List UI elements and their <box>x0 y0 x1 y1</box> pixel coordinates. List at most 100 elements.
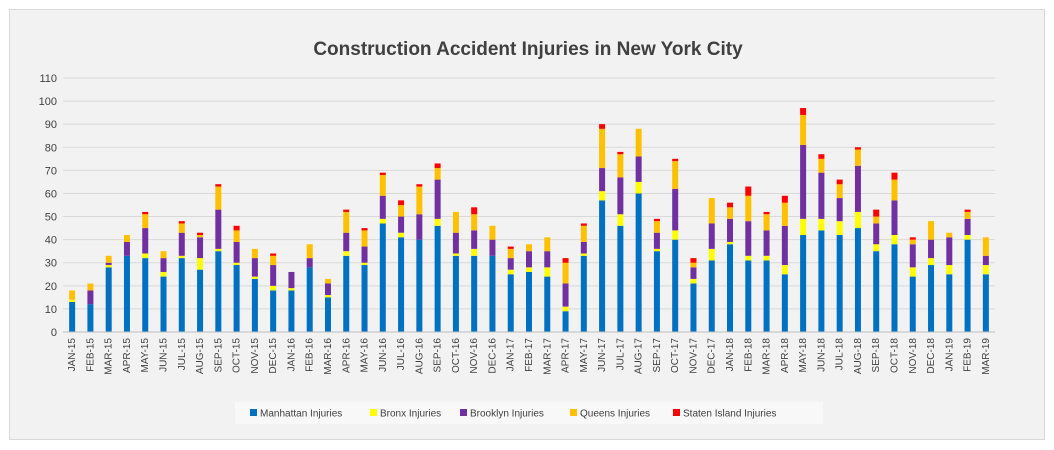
bar-segment <box>928 221 935 240</box>
bar-segment <box>800 235 807 332</box>
bar-segment <box>507 246 514 249</box>
legend-label: Brooklyn Injuries <box>470 409 544 420</box>
bar-segment <box>215 186 222 210</box>
y-tick-label: 0 <box>51 327 57 339</box>
bar-segment <box>617 225 624 332</box>
bar-segment <box>288 290 295 332</box>
legend: Manhattan Injuries Bronx Injuries Brooklyn… <box>235 402 823 424</box>
bar-segment <box>727 218 734 242</box>
x-tick-label: JUL-18 <box>835 338 846 371</box>
legend-label: Staten Island Injuries <box>683 409 776 420</box>
bar-segment <box>599 128 606 169</box>
bar-segment <box>270 285 277 291</box>
x-tick-label: MAR-17 <box>542 338 553 375</box>
bar-segment <box>562 306 569 312</box>
bar-segment <box>690 278 697 284</box>
bar-segment <box>123 235 130 242</box>
bar-segment <box>105 262 112 266</box>
bar-segment <box>416 214 423 240</box>
bar-segment <box>982 255 989 266</box>
x-tick-label: MAY-18 <box>798 338 809 373</box>
bar-segment <box>708 248 715 261</box>
bar-segment <box>818 158 825 173</box>
x-tick-label: OCT-18 <box>889 338 900 373</box>
x-tick-label: OCT-16 <box>451 338 462 373</box>
bar-segment <box>507 258 514 270</box>
bar-segment <box>178 258 185 332</box>
bar-segment <box>818 230 825 332</box>
bar-segment <box>909 276 916 332</box>
bar-segment <box>544 267 551 277</box>
bar-segment <box>800 108 807 115</box>
bar-segment <box>763 260 770 332</box>
bar-segment <box>544 276 551 332</box>
bar-segment <box>105 255 112 263</box>
bar-segment <box>635 156 642 182</box>
bar-segment <box>891 244 898 332</box>
bar-segment <box>251 248 258 259</box>
bar-segment <box>197 237 204 259</box>
bar-segment <box>343 255 350 332</box>
axes: 0 10 20 30 40 50 60 70 80 90 100 110 JAN-15 FEB-15 MAR… <box>39 73 995 375</box>
bar-segment <box>398 216 405 233</box>
bar-segment <box>873 223 880 245</box>
bar-segment <box>215 248 222 252</box>
bar-segment <box>452 253 459 256</box>
bar-segment <box>690 258 697 263</box>
bar-segment <box>361 230 368 247</box>
bar-segment <box>672 188 679 231</box>
bar-segment <box>946 274 953 332</box>
bar-segment <box>398 200 405 205</box>
bar-segment <box>178 255 185 259</box>
bar-segment <box>891 179 898 201</box>
bar-segment <box>306 267 313 332</box>
bar-segment <box>507 274 514 332</box>
x-tick-label: JAN-15 <box>67 338 78 372</box>
bar-segment <box>361 265 368 332</box>
legend-label: Bronx Injuries <box>380 409 441 420</box>
bar-segment <box>489 239 496 256</box>
bar-segment <box>324 297 331 332</box>
bar-segment <box>489 225 496 240</box>
bar-segment <box>599 168 606 192</box>
bar-segment <box>270 290 277 332</box>
bar-segment <box>123 255 130 332</box>
bar-segment <box>343 232 350 252</box>
bar-segment <box>416 186 423 215</box>
bar-segment <box>763 230 770 256</box>
bar-segment <box>197 269 204 332</box>
x-tick-label: MAY-17 <box>579 338 590 373</box>
bar-segment <box>672 230 679 240</box>
bar-segment <box>708 260 715 332</box>
x-tick-label: DEC-17 <box>707 338 718 374</box>
bar-segment <box>909 267 916 277</box>
bar-segment <box>982 274 989 332</box>
bar-segment <box>653 221 660 233</box>
bar-segment <box>324 295 331 298</box>
bar-segment <box>434 218 441 226</box>
bar-segment <box>854 165 861 212</box>
bar-segment <box>617 151 624 155</box>
bar-segment <box>434 225 441 332</box>
bar-segment <box>398 205 405 217</box>
bar-segment <box>105 267 112 332</box>
bar-segment <box>434 168 441 180</box>
y-tick-label: 80 <box>45 142 57 154</box>
bar-segment <box>233 230 240 242</box>
stacked-bar-chart: Construction Accident Injuries in New Yo… <box>39 39 995 424</box>
bar-segment <box>745 221 752 256</box>
bar-segment <box>599 124 606 129</box>
x-tick-label: MAR-19 <box>981 338 992 375</box>
bar-segment <box>891 172 898 180</box>
bar-segment <box>526 267 532 272</box>
bar-segment <box>928 265 935 332</box>
x-tick-label: NOV-17 <box>688 338 699 374</box>
x-tick-label: MAR-15 <box>104 338 115 375</box>
bar-segment <box>580 223 587 226</box>
bar-segment <box>580 241 587 254</box>
bar-segment <box>379 195 386 219</box>
bar-segment <box>142 253 149 259</box>
bar-segment <box>452 255 459 332</box>
y-tick-label: 60 <box>45 188 57 200</box>
x-tick-label: JUL-17 <box>615 338 626 371</box>
